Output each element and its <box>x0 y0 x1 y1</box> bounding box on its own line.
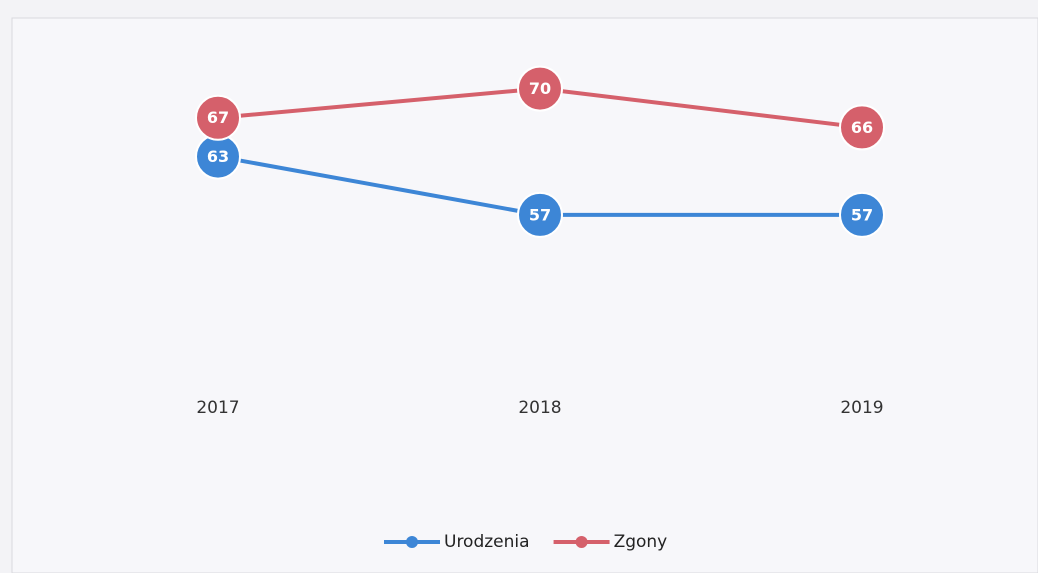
data-label: 57 <box>529 205 551 224</box>
data-point <box>517 65 563 112</box>
data-label: 66 <box>851 118 873 137</box>
data-point <box>517 191 563 238</box>
legend-label: Urodzenia <box>444 532 530 552</box>
data-point <box>839 104 885 151</box>
data-label: 63 <box>207 147 229 166</box>
data-label: 70 <box>529 79 551 98</box>
x-tick-label: 2017 <box>196 398 239 418</box>
legend-label: Zgony <box>614 532 668 552</box>
legend-marker <box>575 536 588 548</box>
legend-marker <box>406 536 418 548</box>
x-tick-label: 2018 <box>518 398 561 418</box>
data-label: 67 <box>207 108 229 127</box>
x-tick-label: 2019 <box>840 398 883 418</box>
data-point <box>839 191 885 238</box>
data-label: 57 <box>851 205 873 224</box>
data-point <box>195 94 241 141</box>
